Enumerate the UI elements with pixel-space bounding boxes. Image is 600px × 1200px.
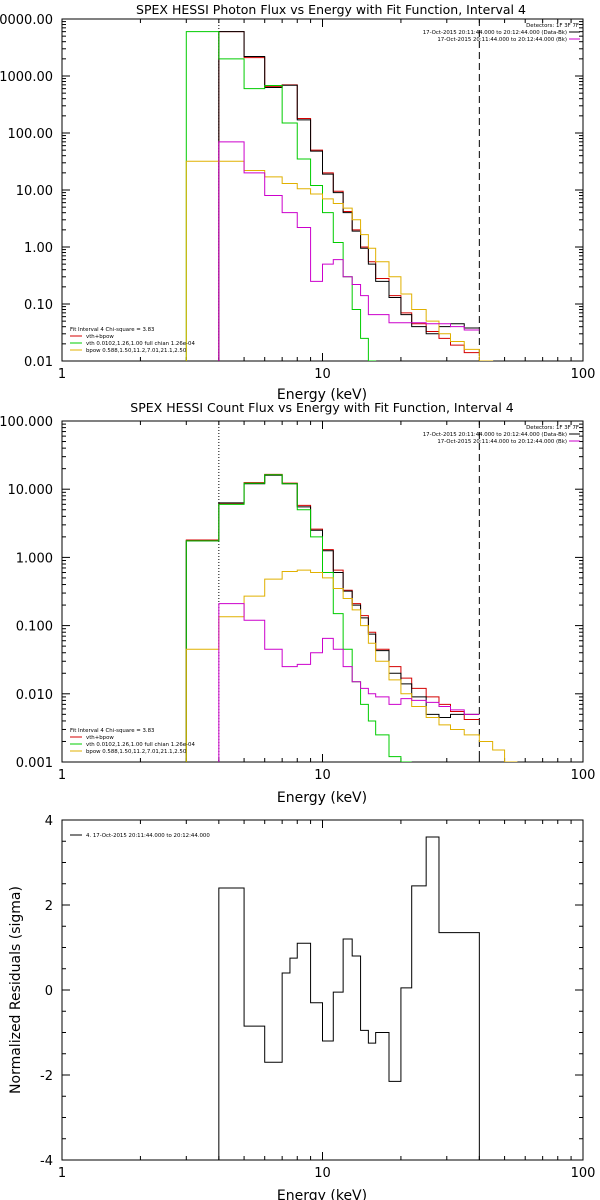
series-line-background [218,141,480,361]
series-line-bpow [185,160,494,361]
x-tick-label: 10 [314,768,331,783]
x-tick-label: 100 [571,367,596,382]
y-tick-label: 0.010 [16,688,53,703]
x-tick-label: 10 [314,367,331,382]
series-line-4-17-oct-2015-20-11-44-000-to-20-12-44-000 [218,836,480,1160]
legend-left-entry: bpow 0.588,1.50,11.2,7.01,21.1,2.50 [86,348,187,354]
y-tick-label: 100.000 [0,415,53,430]
y-tick-label: 10.00 [16,184,53,199]
residuals-plot-area: 1 10 100 -4 -2 0 2 4 4. 17-Oct-2015 20:11:44.000… [40,814,595,1181]
residuals-panel: 1 10 100 -4 -2 0 2 4 4. 17-Oct-2015 20:11:44.000… [8,814,595,1200]
y-tick-label: 100.00 [8,127,54,142]
legend-right-entry: 17-Oct-2015 20:11:44.000 to 20:12:44.000… [437,439,567,445]
legend-left-entry: bpow 0.588,1.50,11.2,7.01,21.1,2.50 [86,749,187,755]
series-line-data [185,474,480,762]
y-tick-label: 0.001 [16,756,53,771]
count-flux-panel: SPEX HESSI Count Flux vs Energy with Fit… [0,400,595,806]
legend-left: Fit Interval 4 Chi-square = 3.83vth+bpow… [70,728,195,755]
axes-frame [61,819,584,1161]
photon-flux-title: SPEX HESSI Photon Flux vs Energy with Fi… [136,2,526,17]
y-tick-label: 0.10 [24,298,53,313]
y-tick-label: 1.00 [24,241,53,256]
y-tick-label: 2 [45,899,53,914]
count-flux-title: SPEX HESSI Count Flux vs Energy with Fit… [130,400,513,415]
x-tick-label: 1 [58,768,66,783]
legend-right-entry: Detectors: 1F 3F 7F [526,23,579,29]
photon-flux-panel: SPEX HESSI Photon Flux vs Energy with Fi… [0,2,596,403]
series-line-vth [185,31,377,361]
y-tick-label: 1.000 [16,551,53,566]
residuals-xlabel: Energy (keV) [277,1188,367,1200]
legend-right-entry: Detectors: 1F 3F 7F [526,425,579,431]
axes-frame [61,420,584,763]
legend-right-entry: 17-Oct-2015 20:11:44.000 to 20:12:44.000… [437,37,567,43]
x-tick-label: 100 [571,768,596,783]
legend-left-entry: Fit Interval 4 Chi-square = 3.83 [70,728,154,734]
photon-flux-plot-area: 1 10 100 0.01 0.10 1.00 10.00 100.00 1000.00 0000… [0,13,596,382]
legend-right-entry: 17-Oct-2015 20:11:44.000 to 20:12:44.000… [423,30,567,36]
x-axis-ticks [61,421,572,762]
x-tick-label: 10 [314,1166,331,1181]
y-axis-ticks [62,423,583,763]
photon-flux-xlabel: Energy (keV) [277,387,367,403]
legend-left-entry: vth+bpow [86,735,114,741]
legend-left-entry: 4. 17-Oct-2015 20:11:44.000 to 20:12:44.… [86,833,210,839]
series-line-vth-bpow [185,473,480,762]
x-tick-label: 1 [58,367,66,382]
y-tick-label: 0.100 [16,620,53,635]
y-axis-ticks [62,21,583,362]
x-tick-label: 100 [571,1166,596,1181]
series-line-background [218,603,480,762]
y-axis-ticks [62,819,583,1161]
x-tick-label: 1 [58,1166,66,1181]
series-line-bpow [185,569,518,762]
series-line-data [218,31,480,361]
y-tick-label: -2 [40,1069,53,1084]
legend-left-entry: vth+bpow [86,334,114,340]
count-flux-plot-area: 1 10 100 0.001 0.010 0.100 1.000 10.000 100.000 D… [0,415,595,783]
legend-right-entry: 17-Oct-2015 20:11:44.000 to 20:12:44.000… [423,432,567,438]
y-tick-label: 4 [45,814,53,829]
y-tick-label: -4 [40,1154,53,1169]
y-tick-label: 0.01 [24,355,53,370]
legend-left-entry: vth 0.0102,1.26,1.00 full chian 1.26e-04 [86,742,195,748]
residuals-ylabel: Normalized Residuals (sigma) [8,886,24,1094]
legend-left: Fit Interval 4 Chi-square = 3.83vth+bpow… [70,327,195,354]
x-axis-ticks [61,820,572,1160]
y-tick-label: 10.000 [8,483,54,498]
y-tick-label: 0000.00 [0,13,53,28]
count-flux-xlabel: Energy (keV) [277,790,367,806]
x-axis-ticks [61,19,572,361]
y-tick-label: 0 [45,984,53,999]
y-tick-label: 1000.00 [0,70,53,85]
legend-left-entry: Fit Interval 4 Chi-square = 3.83 [70,327,154,333]
series-line-vth [185,474,412,762]
legend-left-entry: vth 0.0102,1.26,1.00 full chian 1.26e-04 [86,341,195,347]
legend-left: 4. 17-Oct-2015 20:11:44.000 to 20:12:44.… [70,833,210,839]
